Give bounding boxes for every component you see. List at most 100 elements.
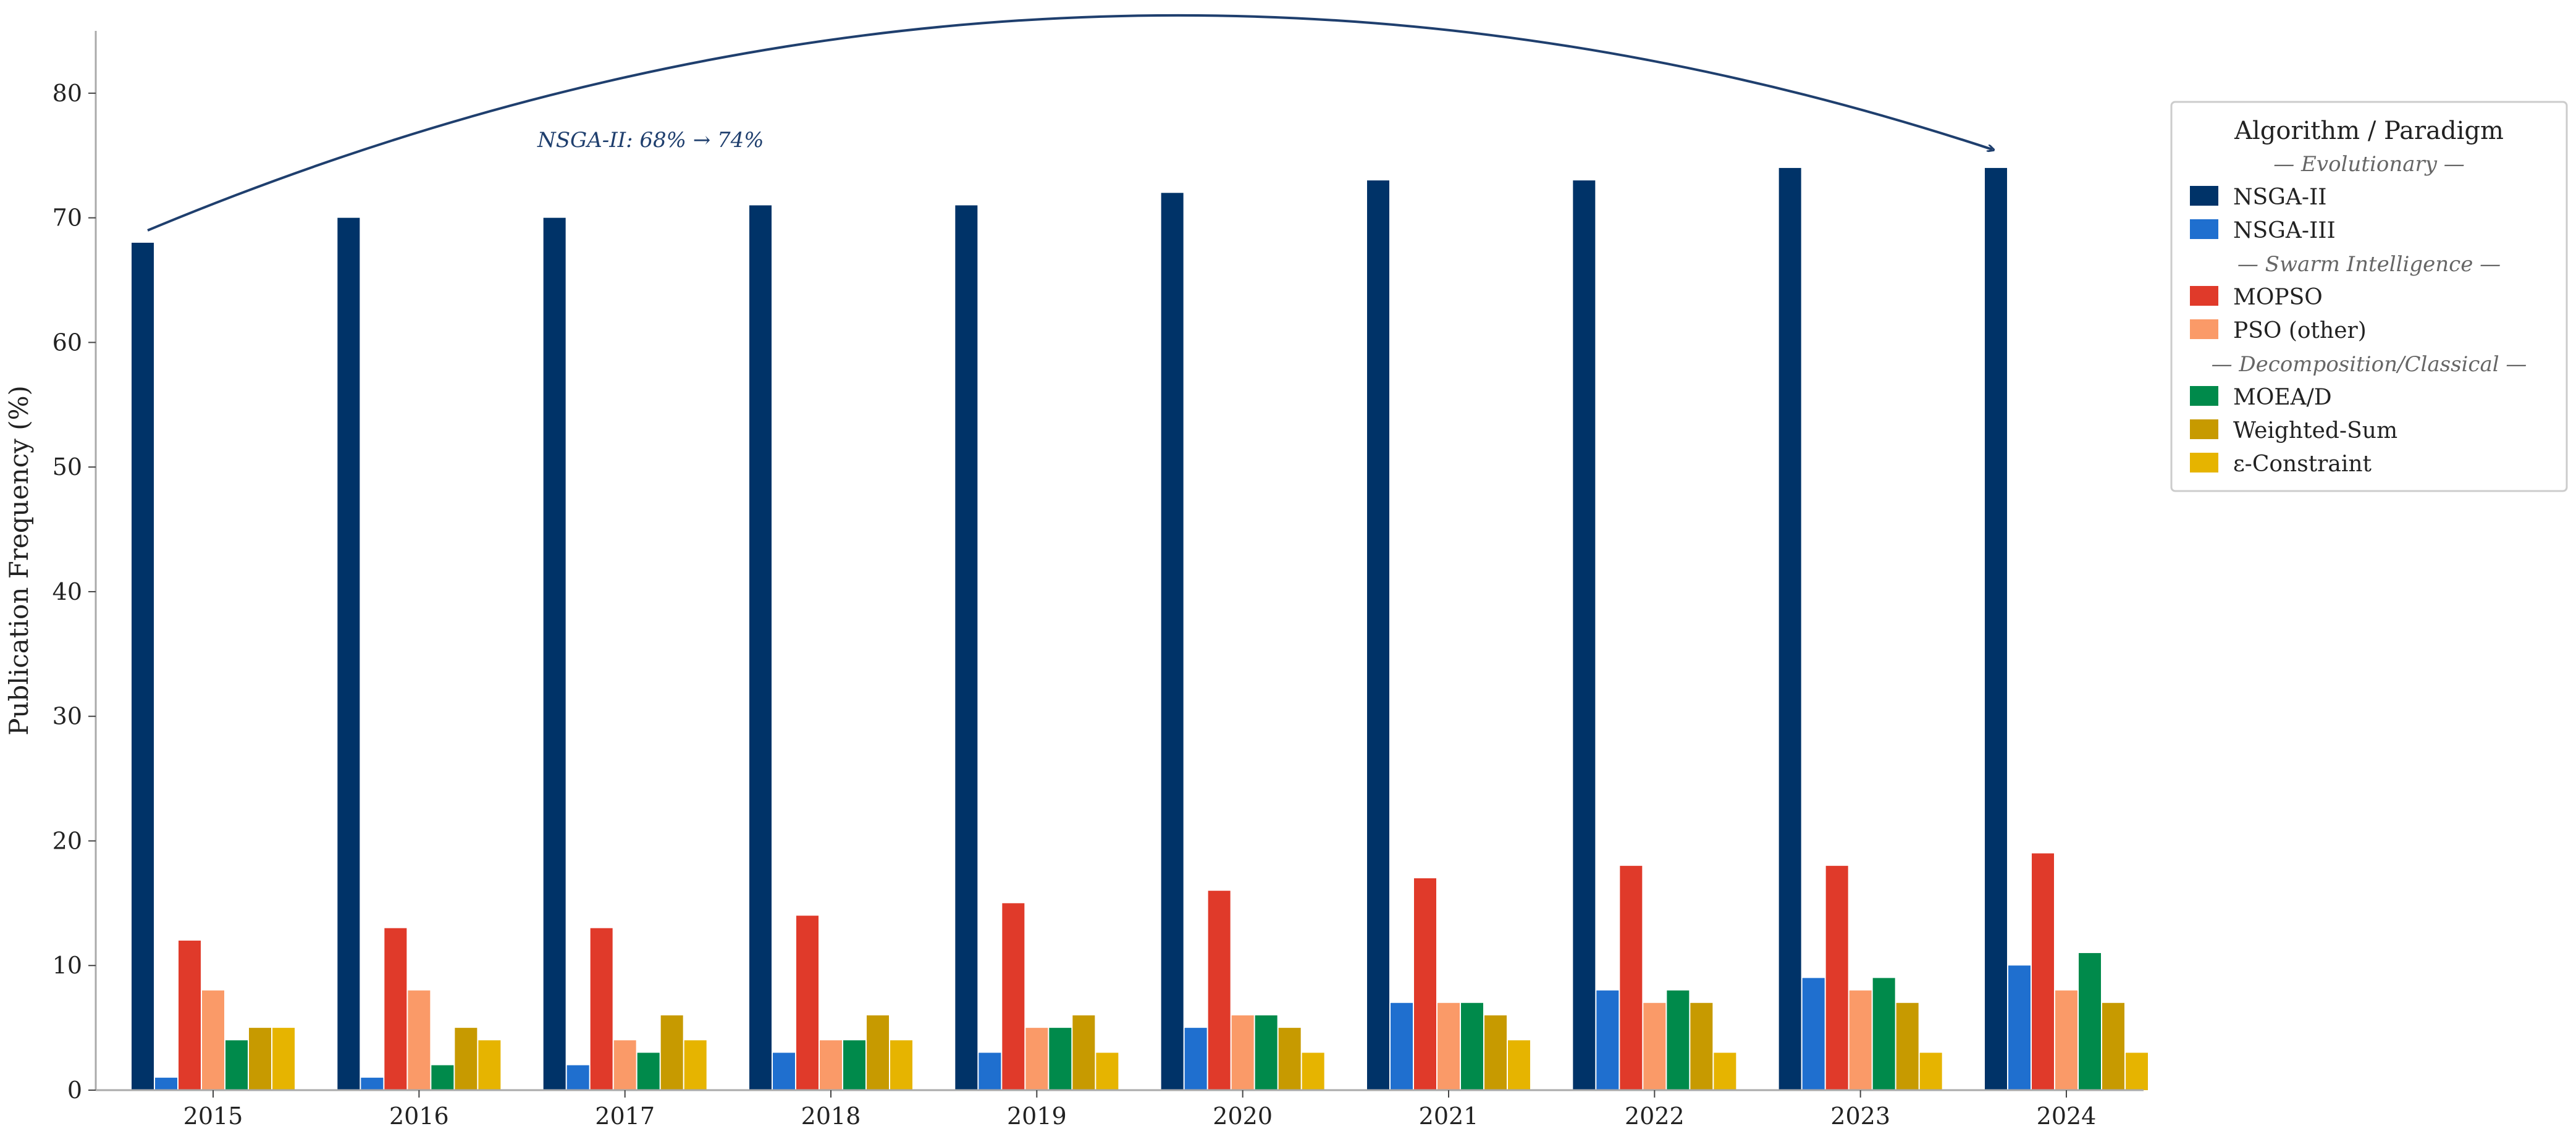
bar-moea-d-2016 [431,1065,454,1090]
bar-mopso-2016 [384,928,407,1090]
bar-pso-other-2018 [820,1040,842,1090]
bar-constraint-2016 [478,1040,501,1090]
bar-constraint-2019 [1096,1052,1119,1090]
bar-weighted-sum-2015 [249,1028,271,1090]
legend-label-nsga-ii: NSGA-II [2233,185,2327,210]
y-tick-label-50: 50 [53,453,82,481]
bar-nsga-iii-2017 [566,1065,589,1090]
x-tick-label-2015: 2015 [183,1102,243,1130]
bar-moea-d-2018 [843,1040,865,1090]
annotation-arrow [147,14,1992,232]
y-axis-title: Publication Frequency (%) [4,385,34,736]
bar-mopso-2017 [590,928,613,1090]
legend-group-header-1: — Swarm Intelligence — [2237,252,2501,277]
legend-label-weighted-sum: Weighted-Sum [2233,418,2397,443]
bar-nsga-iii-2015 [155,1077,177,1090]
x-tick-label-2017: 2017 [595,1102,655,1130]
y-tick-label-30: 30 [53,703,82,730]
bar-mopso-2023 [1825,865,1848,1090]
legend-label-moea-d: MOEA/D [2233,385,2332,410]
bar-weighted-sum-2016 [455,1028,478,1090]
bar-pso-other-2020 [1231,1015,1254,1090]
x-tick-label-2020: 2020 [1213,1102,1273,1130]
bar-nsga-iii-2020 [1184,1028,1207,1090]
bar-moea-d-2017 [637,1052,660,1090]
legend-swatch-weighted-sum [2190,419,2218,439]
bar-nsga-ii-2022 [1573,180,1596,1090]
y-tick-label-20: 20 [53,827,82,854]
y-tick-label-70: 70 [53,204,82,232]
bar-nsga-ii-2016 [337,217,360,1090]
bar-nsga-iii-2024 [2008,965,2031,1090]
legend-swatch-mopso [2190,286,2218,306]
bar-constraint-2023 [1919,1052,1942,1090]
x-tick-label-2021: 2021 [1419,1102,1479,1130]
bar-moea-d-2024 [2079,953,2101,1090]
bar-nsga-iii-2018 [773,1052,795,1090]
bar-pso-other-2016 [408,990,431,1090]
y-tick-label-40: 40 [53,578,82,605]
bar-nsga-ii-2023 [1778,167,1801,1090]
legend-label-nsga-iii: NSGA-III [2233,218,2336,243]
axes-layer: 0 10 20 30 40 50 60 70 80 2015 2016 2017 2018 2019 202… [4,31,2144,1130]
bar-moea-d-2020 [1255,1015,1277,1090]
bar-mopso-2024 [2032,853,2054,1090]
bar-weighted-sum-2021 [1484,1015,1507,1090]
bar-moea-d-2019 [1049,1028,1072,1090]
x-tick-label-2022: 2022 [1625,1102,1685,1130]
bar-constraint-2022 [1714,1052,1736,1090]
legend-swatch-nsga-ii [2190,186,2218,206]
bar-nsga-ii-2024 [1985,167,2007,1090]
bar-pso-other-2022 [1643,1002,1666,1090]
bar-mopso-2020 [1208,891,1231,1090]
bar-nsga-iii-2023 [1802,978,1825,1090]
bar-mopso-2021 [1414,878,1436,1090]
bar-pso-other-2019 [1025,1028,1048,1090]
legend: Algorithm / Paradigm — Evolutionary — NSGA… [2170,101,2568,492]
bar-pso-other-2017 [613,1040,636,1090]
legend-box [2170,101,2568,492]
bar-weighted-sum-2017 [660,1015,683,1090]
bar-mopso-2018 [796,915,819,1090]
bar-moea-d-2021 [1461,1002,1483,1090]
legend-label-pso-other: PSO (other) [2233,318,2367,343]
bar-moea-d-2015 [225,1040,248,1090]
legend-group-header-2: — Decomposition/Classical — [2212,352,2527,377]
annotation-label: NSGA-II: 68% → 74% [537,128,764,153]
bar-nsga-iii-2019 [979,1052,1001,1090]
bar-pso-other-2023 [1849,990,1872,1090]
y-tick-label-10: 10 [53,952,82,979]
legend-swatch-constraint [2190,453,2218,472]
x-tick-label-2018: 2018 [801,1102,861,1130]
bar-constraint-2024 [2126,1052,2148,1090]
bar-nsga-ii-2018 [749,205,772,1090]
bar-nsga-ii-2017 [543,217,566,1090]
bar-nsga-ii-2019 [955,205,978,1090]
bar-nsga-ii-2015 [132,243,154,1090]
bar-pso-other-2021 [1437,1002,1460,1090]
x-tick-label-2023: 2023 [1830,1102,1890,1130]
legend-title: Algorithm / Paradigm [2234,117,2504,145]
bar-pso-other-2024 [2055,990,2077,1090]
bar-nsga-iii-2022 [1596,990,1619,1090]
legend-group-header-0: — Evolutionary — [2273,152,2465,177]
bar-constraint-2017 [684,1040,707,1090]
bar-weighted-sum-2020 [1278,1028,1301,1090]
bar-constraint-2020 [1302,1052,1324,1090]
legend-swatch-pso-other [2190,319,2218,339]
bar-constraint-2021 [1508,1040,1530,1090]
bar-nsga-iii-2016 [361,1077,384,1090]
y-tick-label-60: 60 [53,329,82,356]
bar-mopso-2022 [1620,865,1643,1090]
bar-constraint-2015 [272,1028,295,1090]
bar-weighted-sum-2022 [1690,1002,1713,1090]
bar-nsga-ii-2021 [1367,180,1389,1090]
x-tick-label-2019: 2019 [1007,1102,1067,1130]
bar-nsga-iii-2021 [1391,1002,1413,1090]
legend-label-constraint: ε-Constraint [2233,452,2372,477]
bar-weighted-sum-2018 [867,1015,889,1090]
bar-moea-d-2023 [1872,978,1895,1090]
y-tick-label-80: 80 [53,80,82,107]
